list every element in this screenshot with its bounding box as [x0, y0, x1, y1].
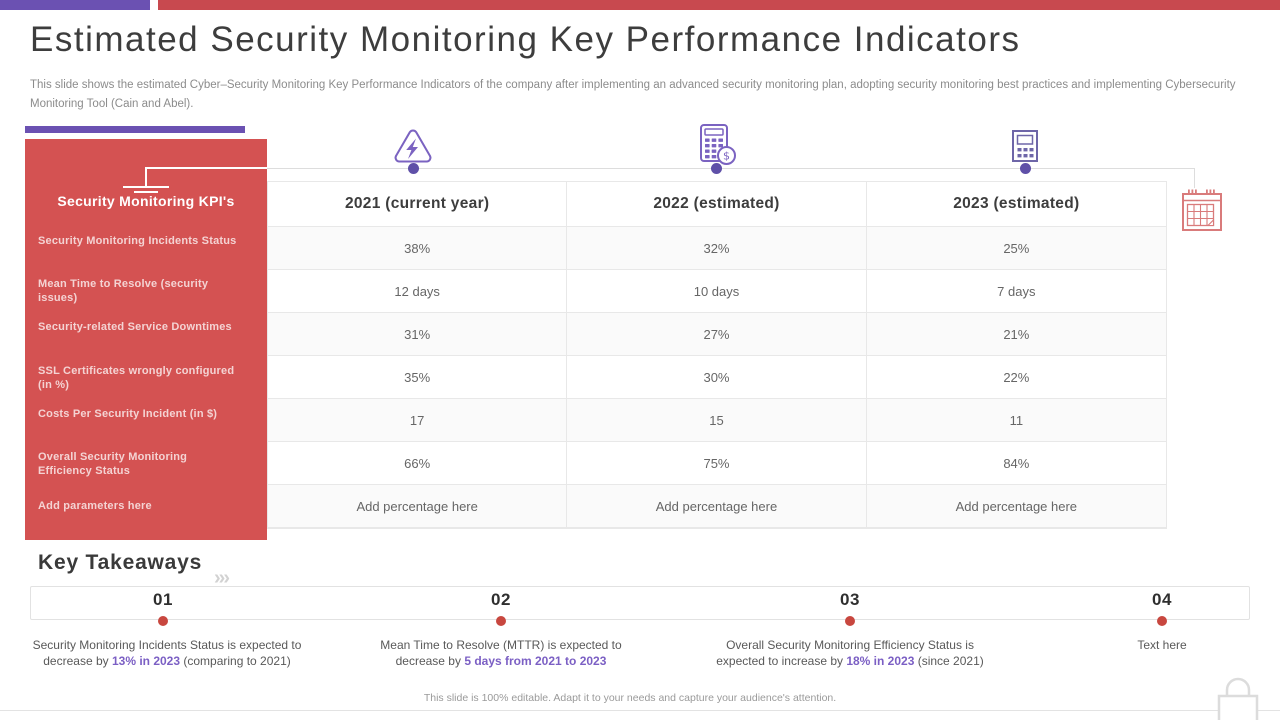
- chevrons-icon: ›››: [214, 567, 230, 589]
- table-cell: 35%: [268, 356, 568, 399]
- table-cell: 84%: [866, 442, 1166, 485]
- table-cell-placeholder: Add percentage here: [567, 485, 867, 528]
- takeaway-text-plain: Security Monitoring Incidents Status is …: [32, 638, 302, 669]
- takeaway-text-2: Mean Time to Resolve (MTTR) is expected …: [366, 637, 636, 670]
- slide-subtitle: This slide shows the estimated Cyber–Sec…: [30, 79, 1236, 110]
- connector-bracket-line: [145, 167, 267, 169]
- table-cell: 38%: [268, 227, 568, 270]
- kpi-row-label: Security Monitoring Incidents Status: [38, 235, 237, 247]
- svg-text:$: $: [723, 150, 730, 163]
- takeaway-text-plain: Overall Security Monitoring Efficiency S…: [716, 638, 974, 669]
- table-cell: 75%: [567, 442, 867, 485]
- takeaway-text-highlight: 5 days from 2021 to 2023: [464, 654, 607, 669]
- takeaway-text-plain: Mean Time to Resolve (MTTR) is expected …: [380, 638, 622, 669]
- takeaway-text-plain: Text here: [1137, 638, 1187, 652]
- table-cell: 7 days: [866, 270, 1166, 313]
- takeaway-text-plain: (comparing to 2021): [180, 654, 291, 669]
- kpi-row-label: Costs Per Security Incident (in $): [38, 408, 218, 420]
- takeaway-dot: [496, 616, 506, 626]
- table-cell: 22%: [866, 356, 1166, 399]
- takeaway-dot: [1157, 616, 1167, 626]
- table-cell: 32%: [567, 227, 867, 270]
- table-cell-placeholder: Add percentage here: [268, 485, 568, 528]
- table-cell: 30%: [567, 356, 867, 399]
- calculator-dollar-icon: $: [700, 124, 736, 165]
- timeline-dot: [711, 163, 722, 174]
- table-cell: 31%: [268, 313, 568, 356]
- takeaway-dot: [158, 616, 168, 626]
- takeaway-text-plain: (since 2021): [914, 654, 984, 669]
- title-accent-underline: [25, 126, 245, 133]
- takeaway-dot: [845, 616, 855, 626]
- table-header-2023: 2023 (estimated): [866, 182, 1166, 227]
- kpi-row-label: SSL Certificates wrongly configured (in …: [38, 365, 235, 392]
- table-header-2022: 2022 (estimated): [567, 182, 867, 227]
- takeaway-number-3: 03: [840, 590, 860, 609]
- key-takeaways-heading: Key Takeaways: [38, 551, 203, 574]
- timeline-dot: [1020, 163, 1031, 174]
- calendar-icon: [1182, 189, 1222, 231]
- kpi-panel: Security Monitoring KPI's Security Monit…: [25, 139, 267, 540]
- calendar-connector-line: [1194, 168, 1195, 188]
- takeaway-text-4: Text here: [1082, 637, 1242, 653]
- table-header-2021: 2021 (current year): [268, 182, 568, 227]
- takeaway-text-highlight: 13% in 2023: [111, 654, 181, 669]
- kpi-panel-title: Security Monitoring KPI's: [57, 193, 235, 209]
- warning-lightning-icon: [394, 129, 432, 163]
- connector-bracket-dash: [123, 186, 169, 188]
- takeaway-numbers-strip: [30, 586, 1250, 620]
- table-cell: 66%: [268, 442, 568, 485]
- connector-bracket-stem: [145, 167, 147, 186]
- kpi-row-label: Overall Security Monitoring Efficiency S…: [38, 451, 188, 478]
- kpi-table: 2021 (current year) 2022 (estimated) 202…: [267, 181, 1167, 529]
- footer-divider: [0, 710, 1280, 711]
- kpi-row-label: Add parameters here: [38, 500, 152, 512]
- table-cell: 12 days: [268, 270, 568, 313]
- page-title: Estimated Security Monitoring Key Perfor…: [30, 20, 1021, 59]
- kpi-row-label: Mean Time to Resolve (security issues): [38, 278, 209, 305]
- table-cell: 11: [866, 399, 1166, 442]
- connector-bracket-dash: [134, 191, 158, 193]
- table-cell: 17: [268, 399, 568, 442]
- table-cell-placeholder: Add percentage here: [866, 485, 1166, 528]
- footer-note: This slide is 100% editable. Adapt it to…: [423, 692, 837, 704]
- takeaway-number-1: 01: [153, 590, 173, 609]
- timeline-dot: [408, 163, 419, 174]
- takeaway-text-3: Overall Security Monitoring Efficiency S…: [712, 637, 988, 670]
- takeaway-number-4: 04: [1152, 590, 1172, 609]
- table-cell: 21%: [866, 313, 1166, 356]
- table-cell: 10 days: [567, 270, 867, 313]
- takeaway-text-highlight: 18% in 2023: [846, 654, 915, 669]
- takeaway-text-1: Security Monitoring Incidents Status is …: [32, 637, 302, 670]
- top-accent-bar-purple: [0, 0, 150, 10]
- calculator-icon: [1012, 130, 1038, 162]
- table-cell: 15: [567, 399, 867, 442]
- takeaway-number-2: 02: [491, 590, 511, 609]
- table-cell: 27%: [567, 313, 867, 356]
- timeline-connector-line: [267, 168, 1194, 169]
- kpi-row-label: Security-related Service Downtimes: [38, 321, 232, 333]
- table-cell: 25%: [866, 227, 1166, 270]
- padlock-icon: [1217, 677, 1259, 720]
- top-accent-bar-red: [158, 0, 1280, 10]
